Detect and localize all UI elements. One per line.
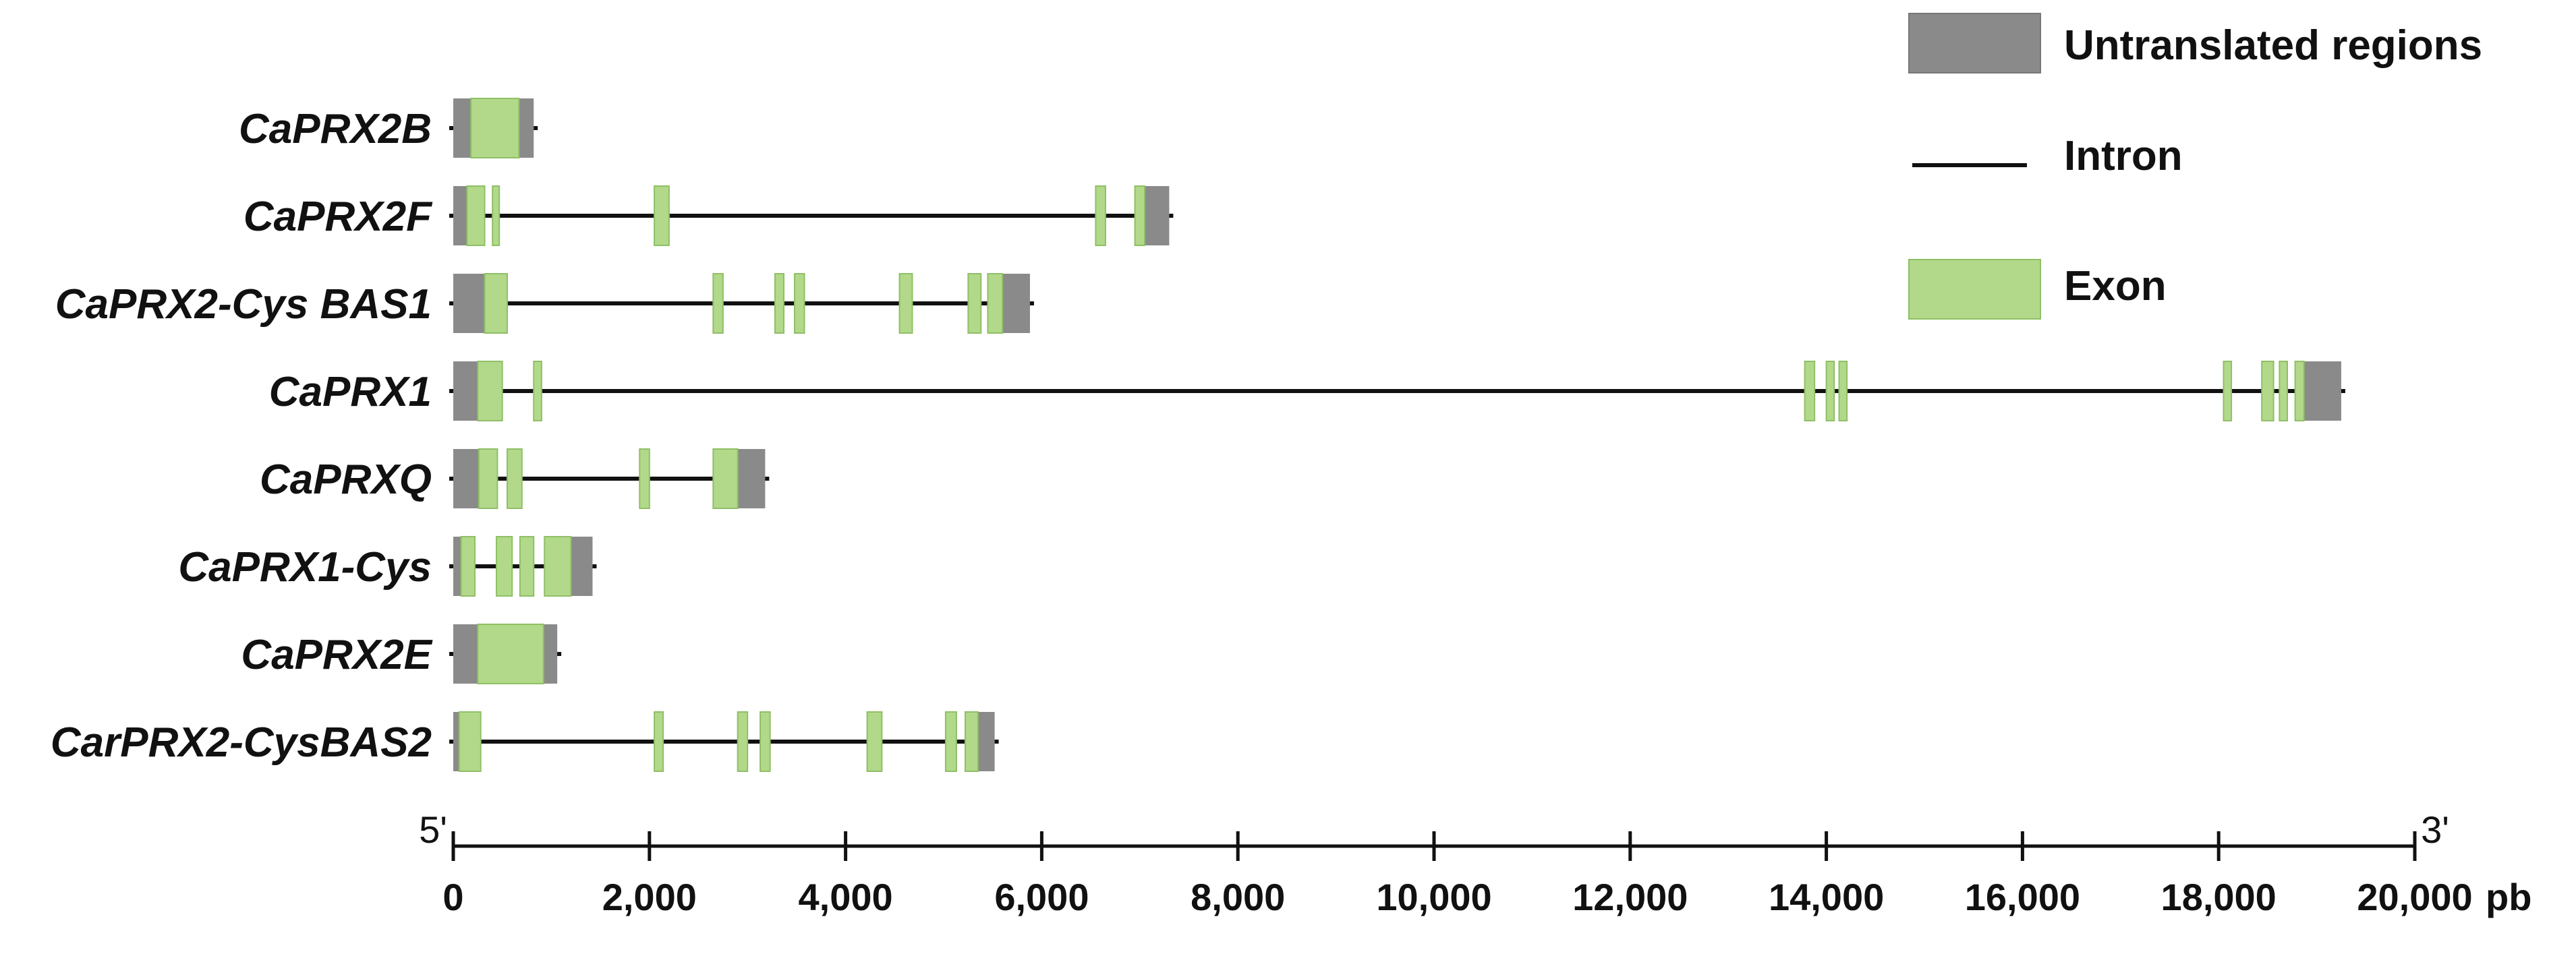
utr-block: [2303, 361, 2341, 421]
axis-tick-label: 2,000: [602, 876, 697, 918]
five-prime-label: 5': [419, 808, 447, 851]
gene-label: CarPRX2-CysBAS2: [51, 719, 432, 766]
axis-tick-label: 20,000: [2357, 876, 2472, 918]
exon-block: [1804, 361, 1816, 421]
exon-block: [964, 711, 979, 772]
legend-intron-label: Intron: [2064, 133, 2183, 179]
exon-block: [1838, 361, 1848, 421]
exon-block: [477, 361, 503, 421]
exon-block: [944, 711, 957, 772]
gene-label: CaPRX2F: [244, 193, 433, 240]
gene-tracks: CaPRX2B CaPRX2F CaPRX2-Cys BAS1 CaPRX1 CaPRX…: [51, 98, 2345, 772]
gene-label: CaPRX1-Cys: [178, 544, 432, 591]
gene-track: CaPRX2-Cys BAS1: [55, 273, 1034, 334]
utr-block: [453, 537, 461, 596]
axis-tick-label: 10,000: [1376, 876, 1491, 918]
axis-tick-label: 14,000: [1769, 876, 1884, 918]
gene-label: CaPRX2E: [241, 632, 432, 678]
exon-block: [478, 448, 498, 509]
exon-block: [987, 273, 1004, 334]
exon-block: [466, 185, 486, 246]
x-axis: 0 2,000 4,000 6,000 8,000 10,000 12,000 14,000 1…: [419, 808, 2531, 918]
gene-track: CaPRX2B: [239, 98, 538, 158]
gene-track: CaPRX1-Cys: [178, 536, 597, 597]
exon-block: [866, 711, 883, 772]
axis-unit-label: pb: [2486, 876, 2531, 918]
utr-block: [453, 712, 459, 771]
exon-block: [2261, 361, 2274, 421]
exon-block: [654, 711, 664, 772]
utr-block: [1145, 186, 1170, 245]
exon-block: [492, 185, 500, 246]
exon-block: [2279, 361, 2288, 421]
gene-track: CaPRXQ: [260, 448, 770, 509]
exon-block: [460, 536, 476, 597]
gene-track: CarPRX2-CysBAS2: [51, 711, 999, 772]
exon-block: [477, 624, 544, 684]
utr-block: [737, 449, 766, 508]
exon-block: [470, 98, 520, 158]
axis-tick-label: 16,000: [1965, 876, 2080, 918]
utr-block: [1002, 274, 1030, 333]
exon-block: [533, 361, 542, 421]
exon-block: [2223, 361, 2233, 421]
exon-block: [495, 536, 513, 597]
exon-block: [1134, 185, 1146, 246]
axis-tick-label: 4,000: [799, 876, 893, 918]
gene-label: CaPRX2-Cys BAS1: [55, 281, 432, 328]
exon-block: [967, 273, 982, 334]
exon-block: [898, 273, 913, 334]
gene-label: CaPRXQ: [260, 456, 432, 503]
legend-exon-label: Exon: [2064, 263, 2167, 309]
axis-tick-label: 0: [442, 876, 463, 918]
utr-block: [977, 712, 995, 771]
exon-block: [1825, 361, 1835, 421]
utr-block: [453, 361, 478, 421]
utr-block: [543, 624, 558, 684]
exon-block: [519, 536, 535, 597]
exon-block: [712, 273, 724, 334]
exon-block: [484, 273, 508, 334]
utr-block: [571, 537, 593, 596]
exon-block: [458, 711, 482, 772]
utr-block: [519, 98, 534, 158]
utr-block: [453, 98, 471, 158]
utr-block: [453, 449, 479, 508]
utr-block: [453, 186, 467, 245]
exon-block: [1095, 185, 1106, 246]
exon-block: [760, 711, 771, 772]
gene-track: CaPRX2E: [241, 624, 562, 684]
legend-exon-swatch: [1908, 259, 2041, 320]
three-prime-label: 3': [2421, 808, 2449, 851]
legend: Untranslated regions Intron Exon: [1908, 13, 2482, 320]
gene-label: CaPRX2B: [239, 106, 432, 152]
axis-tick-label: 18,000: [2161, 876, 2277, 918]
axis-tick-label: 8,000: [1191, 876, 1285, 918]
legend-utr-label: Untranslated regions: [2064, 22, 2482, 69]
exon-block: [712, 448, 739, 509]
axis-tick-label: 6,000: [994, 876, 1089, 918]
gene-track: CaPRX1: [269, 361, 2345, 421]
exon-block: [506, 448, 523, 509]
exon-block: [737, 711, 749, 772]
exon-block: [654, 185, 670, 246]
gene-label: CaPRX1: [269, 369, 432, 415]
gene-track: CaPRX2F: [244, 185, 1174, 246]
exon-block: [774, 273, 784, 334]
exon-block: [544, 536, 572, 597]
utr-block: [453, 274, 485, 333]
exon-block: [2294, 361, 2305, 421]
utr-block: [453, 624, 478, 684]
exon-block: [639, 448, 650, 509]
exon-block: [793, 273, 805, 334]
axis-tick-label: 12,000: [1572, 876, 1688, 918]
legend-utr-swatch: [1908, 13, 2041, 73]
